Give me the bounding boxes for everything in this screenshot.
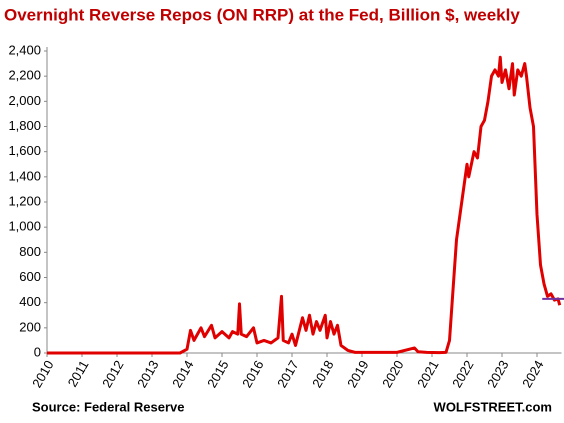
x-tick-label: 2013 (134, 358, 161, 391)
x-tick-label: 2010 (29, 358, 56, 391)
x-tick-label: 2016 (239, 358, 266, 391)
y-tick-label: 2,000 (8, 93, 41, 108)
x-tick-label: 2011 (65, 358, 92, 390)
chart-title: Overnight Reverse Repos (ON RRP) at the … (4, 5, 520, 24)
x-tick-label: 2018 (309, 358, 336, 391)
y-tick-label: 1,800 (8, 118, 41, 133)
y-tick-label: 0 (34, 344, 41, 359)
x-tick-label: 2021 (414, 358, 441, 391)
x-tick-label: 2015 (204, 358, 231, 391)
x-tick-label: 2019 (344, 358, 371, 391)
y-tick-label: 1,000 (8, 219, 41, 234)
x-tick-label: 2023 (484, 358, 511, 391)
data-line (47, 55, 562, 355)
y-tick-label: 1,600 (8, 143, 41, 158)
x-tick-label: 2014 (169, 358, 196, 391)
y-tick-label: 2,400 (8, 42, 41, 57)
y-tick-label: 400 (19, 294, 41, 309)
y-tick-label: 200 (19, 319, 41, 334)
y-tick-label: 2,200 (8, 68, 41, 83)
y-tick-label: 600 (19, 269, 41, 284)
x-tick-label: 2012 (99, 358, 126, 391)
x-tick-label: 2022 (449, 358, 476, 391)
x-tick-label: 2017 (274, 358, 301, 391)
credit: WOLFSTREET.com (434, 399, 552, 414)
x-tick-label: 2020 (379, 358, 406, 391)
y-tick-label: 1,200 (8, 193, 41, 208)
y-tick-label: 1,400 (8, 168, 41, 183)
y-tick-label: 800 (19, 244, 41, 259)
source: Source: Federal Reserve (32, 399, 184, 414)
x-tick-label: 2024 (519, 358, 546, 391)
